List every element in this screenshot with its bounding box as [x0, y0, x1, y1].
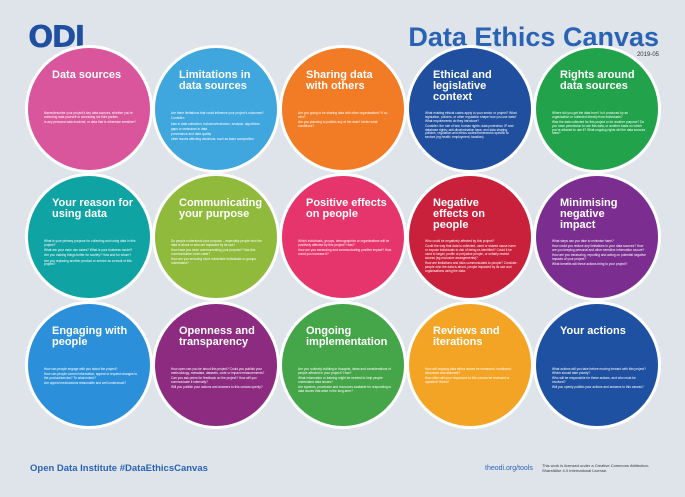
- card-text: Are you making things better for society…: [44, 253, 131, 258]
- date: 2019-05: [636, 52, 659, 58]
- card-text: Are you planning to publish any of the d…: [298, 120, 378, 128]
- card-text: Consider: the rule of law; human rights;…: [425, 123, 514, 140]
- card-text: How often will your responses to this ca…: [425, 376, 510, 384]
- card-body: What actions will you take before moving…: [552, 367, 646, 391]
- card: Openness and transparency How open can yo…: [152, 301, 280, 429]
- card-text: How are you measuring, reporting and act…: [552, 253, 646, 262]
- card-text: What actions will you take before moving…: [552, 367, 646, 375]
- card: Rights around data sources Where did you …: [533, 45, 661, 173]
- card-title: Limitations in data sources: [179, 69, 251, 92]
- card-text: Is any personal data involved, or data t…: [44, 120, 136, 125]
- card: Data sources Name/describe your project's…: [25, 45, 153, 173]
- card-text: gaps or omissions in data: [171, 126, 208, 131]
- card-body: How can people engage with you about the…: [44, 367, 138, 388]
- card-text: Which individuals, groups, demographics …: [298, 239, 390, 247]
- card-text: How will ongoing data ethics issues be m…: [425, 367, 512, 375]
- card-text: provenance and data quality: [171, 132, 212, 137]
- card-text: Are appeal mechanisms reasonable and wel…: [44, 381, 127, 386]
- card-body: What steps can you take to minimise harm…: [552, 239, 646, 269]
- card-text: How are you ensuring more vulnerable ind…: [171, 257, 256, 265]
- card-body: How open can you be about this project? …: [171, 367, 265, 391]
- card: Ongoing implementation Are you routinely …: [279, 301, 407, 429]
- card-text: How could you reduce any limitations in …: [552, 244, 645, 253]
- card-text: How open can you be about this project? …: [171, 367, 265, 375]
- card-text: Are systems, processes and resources ava…: [298, 385, 392, 393]
- card: Limitations in data sources Are there lim…: [152, 45, 280, 173]
- card-title: Minimising negative impact: [560, 197, 618, 231]
- card-text: other issues affecting decisions, such a…: [171, 137, 254, 142]
- card-text: What are your main use cases? What is yo…: [44, 248, 133, 253]
- card-text: How are you measuring and communicating …: [298, 248, 392, 256]
- card: Negative effects on people Who could be n…: [406, 173, 534, 301]
- card-text: Are you going to be sharing data with ot…: [298, 111, 389, 119]
- card-text: Could the way that data is collected, us…: [425, 244, 516, 260]
- card-title: Positive effects on people: [306, 197, 387, 220]
- card-text: Was the data collected for this project …: [552, 120, 646, 136]
- card-title: Ethical and legislative context: [433, 69, 492, 103]
- card: Your reason for using data What is your p…: [25, 173, 153, 301]
- card-title: Rights around data sources: [560, 69, 635, 92]
- card-title: Data sources: [52, 69, 122, 81]
- card-body: Are there limitations that could influen…: [171, 111, 265, 144]
- card-text: bias in data collection, inclusion/exclu…: [171, 121, 260, 126]
- card-body: Are you routinely building in thoughts, …: [298, 367, 392, 395]
- card: Ethical and legislative context What exis…: [406, 45, 534, 173]
- card-body: What existing ethical codes apply to you…: [425, 111, 519, 142]
- card-title: Reviews and iterations: [433, 325, 500, 348]
- card-text: Are you routinely building in thoughts, …: [298, 367, 391, 375]
- card-text: Will you openly publish your actions and…: [552, 385, 644, 390]
- card-text: Who could be negatively affected by this…: [425, 239, 495, 243]
- card-text: Name/describe your project's key data so…: [44, 111, 133, 119]
- card: Engaging with people How can people engag…: [25, 301, 153, 429]
- card-body: Are you going to be sharing data with ot…: [298, 111, 392, 130]
- card-text: Where did you get the data from? Is it p…: [552, 111, 629, 119]
- card-text: What benefits will these actions bring t…: [552, 262, 628, 267]
- card-text: How can people engage with you about the…: [44, 367, 118, 371]
- card-title: Engaging with people: [52, 325, 128, 348]
- card-text: Who will be responsible for these action…: [552, 376, 636, 384]
- card-text: What steps can you take to minimise harm…: [552, 239, 614, 243]
- card-text: Do people understand your purpose – espe…: [171, 239, 262, 247]
- card: Sharing data with others Are you going to…: [279, 45, 407, 173]
- card-body: Name/describe your project's key data so…: [44, 111, 138, 126]
- card: Reviews and iterations How will ongoing d…: [406, 301, 534, 429]
- card-text: Can you ask peers for feedback on the pr…: [171, 376, 257, 384]
- card-title: Your actions: [560, 325, 626, 337]
- card-body: How will ongoing data ethics issues be m…: [425, 367, 519, 386]
- card: Your actions What actions will you take b…: [533, 301, 661, 429]
- card: Communicating your purpose Do people unde…: [152, 173, 280, 301]
- card-text: How are limitations and risks communicat…: [425, 260, 518, 273]
- card-title: Your reason for using data: [52, 197, 134, 220]
- card-title: Sharing data with others: [306, 69, 373, 92]
- footer-url[interactable]: theodi.org/tools: [485, 465, 533, 472]
- card-title: Openness and transparency: [179, 325, 255, 348]
- card-text: How have you been communicating your pur…: [171, 248, 256, 256]
- footer-left: Open Data Institute #DataEthicsCanvas: [30, 463, 208, 474]
- card-text: How can people correct information, appe…: [44, 372, 138, 381]
- card-body: Who could be negatively affected by this…: [425, 239, 519, 275]
- card-title: Ongoing implementation: [306, 325, 388, 348]
- card-body: What is your primary purpose for collect…: [44, 239, 138, 269]
- card-text: Are you replacing another product or ser…: [44, 258, 132, 267]
- card-body: Which individuals, groups, demographics …: [298, 239, 392, 258]
- card-text: Will you publish your actions and answer…: [171, 385, 263, 390]
- card-text: What information or training might be ne…: [298, 376, 383, 384]
- card-text: What is your primary purpose for collect…: [44, 239, 136, 247]
- card-title: Communicating your purpose: [179, 197, 263, 220]
- license: This work is licensed under a Creative C…: [542, 463, 650, 473]
- card: Positive effects on people Which individu…: [279, 173, 407, 301]
- card-body: Do people understand your purpose – espe…: [171, 239, 265, 267]
- card-text: Are there limitations that could influen…: [171, 111, 264, 115]
- card-text: What existing ethical codes apply to you…: [425, 111, 517, 123]
- card-title: Negative effects on people: [433, 197, 485, 231]
- card-text: Consider:: [171, 116, 185, 121]
- card-body: Where did you get the data from? Is it p…: [552, 111, 646, 138]
- card: Minimising negative impact What steps can…: [533, 173, 661, 301]
